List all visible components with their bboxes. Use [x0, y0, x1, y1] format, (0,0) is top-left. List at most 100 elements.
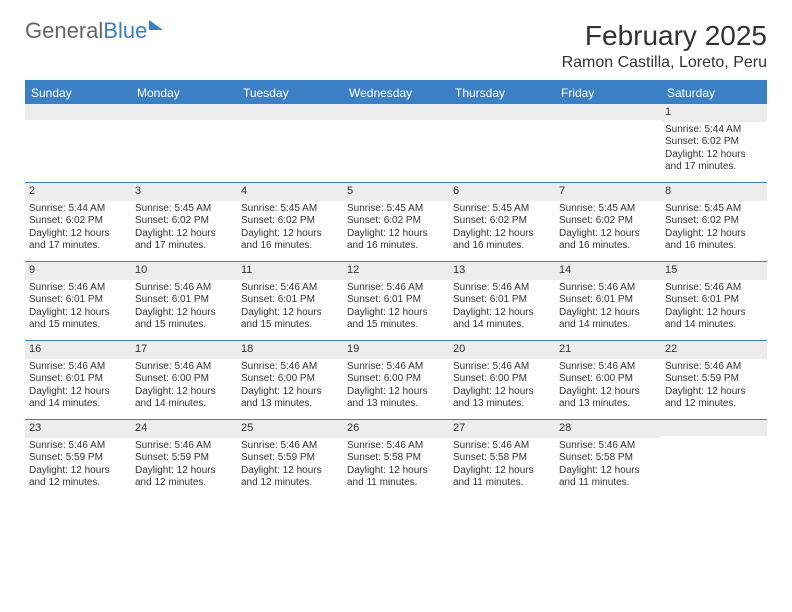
day-number [343, 104, 449, 120]
sunrise-text: Sunrise: 5:46 AM [665, 361, 763, 374]
sunrise-text: Sunrise: 5:46 AM [347, 282, 445, 295]
weeks-container: 1Sunrise: 5:44 AMSunset: 6:02 PMDaylight… [25, 104, 767, 498]
day-cell: 18Sunrise: 5:46 AMSunset: 6:00 PMDayligh… [237, 341, 343, 419]
sunset-text: Sunset: 5:58 PM [453, 452, 551, 465]
daylight-text: Daylight: 12 hours and 16 minutes. [453, 228, 551, 253]
sunrise-text: Sunrise: 5:46 AM [241, 440, 339, 453]
day-of-week-cell: Monday [131, 82, 237, 104]
day-number [237, 104, 343, 120]
day-cell: 11Sunrise: 5:46 AMSunset: 6:01 PMDayligh… [237, 262, 343, 340]
daylight-text: Daylight: 12 hours and 13 minutes. [559, 386, 657, 411]
day-cell: 25Sunrise: 5:46 AMSunset: 5:59 PMDayligh… [237, 420, 343, 498]
day-cell: 7Sunrise: 5:45 AMSunset: 6:02 PMDaylight… [555, 183, 661, 261]
day-number: 14 [555, 262, 661, 280]
daylight-text: Daylight: 12 hours and 13 minutes. [241, 386, 339, 411]
sunset-text: Sunset: 6:00 PM [559, 373, 657, 386]
daylight-text: Daylight: 12 hours and 12 minutes. [241, 465, 339, 490]
daylight-text: Daylight: 12 hours and 11 minutes. [453, 465, 551, 490]
daylight-text: Daylight: 12 hours and 15 minutes. [241, 307, 339, 332]
sunset-text: Sunset: 6:02 PM [665, 215, 763, 228]
day-number: 17 [131, 341, 237, 359]
day-cell [449, 104, 555, 182]
sunrise-text: Sunrise: 5:46 AM [241, 282, 339, 295]
daylight-text: Daylight: 12 hours and 14 minutes. [559, 307, 657, 332]
sunrise-text: Sunrise: 5:46 AM [29, 282, 127, 295]
daylight-text: Daylight: 12 hours and 17 minutes. [665, 149, 763, 174]
day-cell: 6Sunrise: 5:45 AMSunset: 6:02 PMDaylight… [449, 183, 555, 261]
sunset-text: Sunset: 6:00 PM [347, 373, 445, 386]
daylight-text: Daylight: 12 hours and 14 minutes. [135, 386, 233, 411]
title-block: February 2025 Ramon Castilla, Loreto, Pe… [562, 20, 767, 72]
day-number: 11 [237, 262, 343, 280]
day-cell: 3Sunrise: 5:45 AMSunset: 6:02 PMDaylight… [131, 183, 237, 261]
day-number: 6 [449, 183, 555, 201]
day-of-week-cell: Friday [555, 82, 661, 104]
day-cell: 5Sunrise: 5:45 AMSunset: 6:02 PMDaylight… [343, 183, 449, 261]
header: GeneralBlue February 2025 Ramon Castilla… [25, 20, 767, 72]
daylight-text: Daylight: 12 hours and 17 minutes. [29, 228, 127, 253]
daylight-text: Daylight: 12 hours and 14 minutes. [665, 307, 763, 332]
sunrise-text: Sunrise: 5:46 AM [453, 361, 551, 374]
daylight-text: Daylight: 12 hours and 11 minutes. [347, 465, 445, 490]
day-number: 10 [131, 262, 237, 280]
day-number: 5 [343, 183, 449, 201]
day-of-week-cell: Tuesday [237, 82, 343, 104]
daylight-text: Daylight: 12 hours and 16 minutes. [559, 228, 657, 253]
day-cell: 10Sunrise: 5:46 AMSunset: 6:01 PMDayligh… [131, 262, 237, 340]
day-number [661, 420, 767, 436]
day-number: 2 [25, 183, 131, 201]
day-of-week-header: SundayMondayTuesdayWednesdayThursdayFrid… [25, 82, 767, 104]
sunset-text: Sunset: 6:01 PM [29, 294, 127, 307]
sunrise-text: Sunrise: 5:44 AM [29, 203, 127, 216]
sunset-text: Sunset: 6:01 PM [453, 294, 551, 307]
day-cell [237, 104, 343, 182]
sunrise-text: Sunrise: 5:45 AM [559, 203, 657, 216]
day-cell: 2Sunrise: 5:44 AMSunset: 6:02 PMDaylight… [25, 183, 131, 261]
day-number [449, 104, 555, 120]
logo: GeneralBlue [25, 20, 163, 42]
sunrise-text: Sunrise: 5:46 AM [453, 282, 551, 295]
week-row: 2Sunrise: 5:44 AMSunset: 6:02 PMDaylight… [25, 182, 767, 261]
daylight-text: Daylight: 12 hours and 16 minutes. [347, 228, 445, 253]
day-cell: 15Sunrise: 5:46 AMSunset: 6:01 PMDayligh… [661, 262, 767, 340]
daylight-text: Daylight: 12 hours and 14 minutes. [453, 307, 551, 332]
sunrise-text: Sunrise: 5:46 AM [241, 361, 339, 374]
day-cell: 9Sunrise: 5:46 AMSunset: 6:01 PMDaylight… [25, 262, 131, 340]
day-number: 26 [343, 420, 449, 438]
sunrise-text: Sunrise: 5:46 AM [29, 361, 127, 374]
day-number: 13 [449, 262, 555, 280]
sunrise-text: Sunrise: 5:46 AM [29, 440, 127, 453]
sunrise-text: Sunrise: 5:46 AM [559, 282, 657, 295]
sunrise-text: Sunrise: 5:45 AM [453, 203, 551, 216]
sunrise-text: Sunrise: 5:46 AM [559, 440, 657, 453]
day-number: 28 [555, 420, 661, 438]
day-of-week-cell: Saturday [661, 82, 767, 104]
sunset-text: Sunset: 6:02 PM [135, 215, 233, 228]
day-number: 21 [555, 341, 661, 359]
sunset-text: Sunset: 6:02 PM [241, 215, 339, 228]
sunrise-text: Sunrise: 5:46 AM [347, 361, 445, 374]
sunset-text: Sunset: 5:59 PM [241, 452, 339, 465]
sunrise-text: Sunrise: 5:46 AM [135, 361, 233, 374]
day-cell [25, 104, 131, 182]
day-number: 4 [237, 183, 343, 201]
daylight-text: Daylight: 12 hours and 12 minutes. [665, 386, 763, 411]
day-cell: 12Sunrise: 5:46 AMSunset: 6:01 PMDayligh… [343, 262, 449, 340]
logo-triangle-icon [149, 20, 163, 30]
day-cell: 1Sunrise: 5:44 AMSunset: 6:02 PMDaylight… [661, 104, 767, 182]
day-cell: 22Sunrise: 5:46 AMSunset: 5:59 PMDayligh… [661, 341, 767, 419]
sunset-text: Sunset: 6:00 PM [453, 373, 551, 386]
day-cell: 13 Sunrise: 5:46 AMSunset: 6:01 PMDayligh… [449, 262, 555, 340]
sunset-text: Sunset: 6:02 PM [347, 215, 445, 228]
day-cell: 8Sunrise: 5:45 AMSunset: 6:02 PMDaylight… [661, 183, 767, 261]
day-cell: 16Sunrise: 5:46 AMSunset: 6:01 PMDayligh… [25, 341, 131, 419]
calendar: SundayMondayTuesdayWednesdayThursdayFrid… [25, 80, 767, 498]
daylight-text: Daylight: 12 hours and 15 minutes. [135, 307, 233, 332]
location-subtitle: Ramon Castilla, Loreto, Peru [562, 54, 767, 72]
day-cell: 23Sunrise: 5:46 AMSunset: 5:59 PMDayligh… [25, 420, 131, 498]
daylight-text: Daylight: 12 hours and 16 minutes. [241, 228, 339, 253]
day-number: 24 [131, 420, 237, 438]
sunrise-text: Sunrise: 5:45 AM [241, 203, 339, 216]
day-cell: 24Sunrise: 5:46 AMSunset: 5:59 PMDayligh… [131, 420, 237, 498]
day-number: 20 [449, 341, 555, 359]
